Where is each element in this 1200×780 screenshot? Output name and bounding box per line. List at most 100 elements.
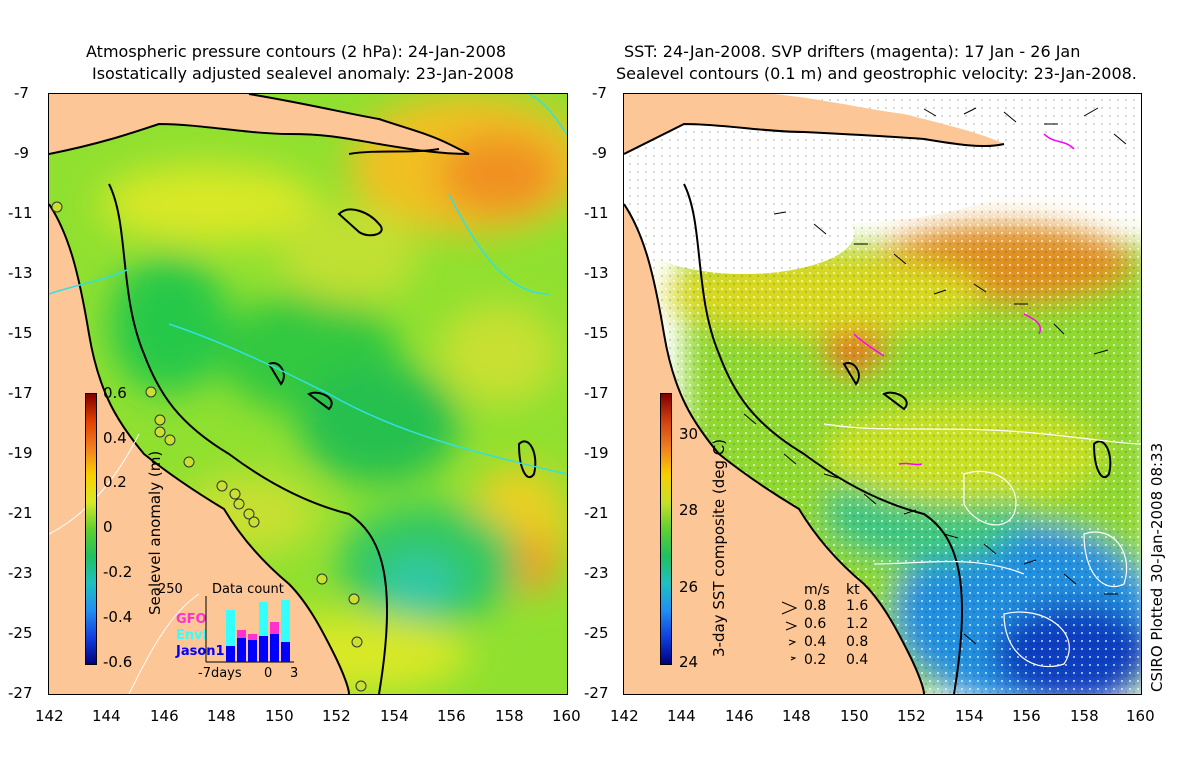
shelf-contour <box>108 183 389 694</box>
lon-tick: 146 <box>725 707 754 725</box>
lat-tick: -25 <box>8 624 33 642</box>
island <box>307 391 333 411</box>
lon-tick: 144 <box>667 707 696 725</box>
coastline-new-guinea <box>49 94 470 155</box>
legend-row-ms: 0.2 <box>804 652 827 668</box>
lon-tick: 158 <box>1070 707 1099 725</box>
inset-bars <box>205 596 294 663</box>
pressure-contour <box>168 323 567 475</box>
sst-map-panel <box>623 93 1142 695</box>
lon-tick: 152 <box>322 707 351 725</box>
colorbar-tick: 0.6 <box>103 384 127 402</box>
tide-gauge-markers <box>51 201 367 692</box>
inset-xlabel-zero: 0 <box>264 666 273 681</box>
right-title-line1: SST: 24-Jan-2008. SVP drifters (magenta)… <box>624 42 1081 61</box>
lat-tick: -17 <box>584 384 609 402</box>
lon-tick: 148 <box>782 707 811 725</box>
velocity-arrows <box>743 107 1127 645</box>
lat-tick: -19 <box>584 444 609 462</box>
lat-tick: -7 <box>14 84 29 102</box>
lon-tick: 154 <box>955 707 984 725</box>
lat-tick: -9 <box>14 144 29 162</box>
lat-tick: -9 <box>592 144 607 162</box>
legend-header-ms: m/s <box>804 582 830 598</box>
colorbar-tick: -0.6 <box>103 653 133 671</box>
colorbar-tick: 0 <box>103 518 113 536</box>
new-guinea-land <box>49 94 469 154</box>
legend-row-kt: 1.6 <box>846 598 869 614</box>
lon-tick: 160 <box>552 707 581 725</box>
inset-max-label: 250 <box>158 582 183 597</box>
pressure-contour <box>448 193 550 295</box>
inset-legend-jason1: Jason1 <box>176 644 225 659</box>
lat-tick: -7 <box>592 84 607 102</box>
sst-colorbar-label: 3-day SST composite (deg C) <box>710 438 728 657</box>
right-title-line2: Sealevel contours (0.1 m) and geostrophi… <box>616 64 1137 83</box>
lat-tick: -15 <box>584 324 609 342</box>
sealevel-contours <box>823 423 1141 668</box>
lon-tick: 148 <box>207 707 236 725</box>
island <box>267 362 285 386</box>
lon-tick: 152 <box>897 707 926 725</box>
island <box>337 208 383 237</box>
legend-arrow-glyphs <box>781 601 798 661</box>
sealevel-colorbar <box>85 393 97 665</box>
inset-xlabel-start: -7days <box>198 666 242 681</box>
inset-legend-envi: Envi <box>176 628 208 643</box>
lon-tick: 150 <box>265 707 294 725</box>
lat-tick: -13 <box>584 264 609 282</box>
shelf-contour <box>683 183 964 694</box>
lat-tick: -11 <box>8 204 33 222</box>
coastline-australia <box>624 203 925 694</box>
inset-xlabel-end: 3 <box>290 666 299 681</box>
island <box>348 148 440 155</box>
lon-tick: 156 <box>437 707 466 725</box>
sst-colorbar-tick: 28 <box>679 501 699 519</box>
lon-tick: 146 <box>150 707 179 725</box>
legend-row-kt: 1.2 <box>846 616 869 632</box>
lon-tick: 142 <box>610 707 639 725</box>
legend-row-kt: 0.4 <box>846 652 869 668</box>
plotted-stamp: CSIRO Plotted 30-Jan-2008 08:33 <box>1148 442 1166 692</box>
legend-row-ms: 0.4 <box>804 634 827 650</box>
sst-colorbar <box>660 393 672 665</box>
lon-tick: 158 <box>495 707 524 725</box>
coastline-australia <box>49 203 350 694</box>
sst-colorbar-tick: 30 <box>679 425 699 443</box>
lat-tick: -27 <box>8 684 33 702</box>
colorbar-tick: -0.4 <box>103 608 133 626</box>
legend-header-kt: kt <box>846 582 860 598</box>
colorbar-tick: 0.2 <box>103 473 127 491</box>
inset-title: Data count <box>212 582 284 597</box>
lat-tick: -19 <box>8 444 33 462</box>
left-title-line1: Atmospheric pressure contours (2 hPa): 2… <box>86 42 507 61</box>
lat-tick: -21 <box>8 504 33 522</box>
sst-colorbar-tick: 26 <box>679 578 699 596</box>
lat-tick: -23 <box>8 564 33 582</box>
lat-tick: -23 <box>584 564 609 582</box>
legend-row-ms: 0.8 <box>804 598 827 614</box>
land-contour <box>128 593 200 694</box>
pressure-contour <box>528 94 567 135</box>
sealevel-map-panel <box>48 93 568 695</box>
lat-tick: -25 <box>584 624 609 642</box>
lat-tick: -13 <box>8 264 33 282</box>
lon-tick: 156 <box>1012 707 1041 725</box>
lon-tick: 144 <box>92 707 121 725</box>
inset-legend-gfo: GFO <box>176 612 207 627</box>
new-guinea-land <box>624 94 1004 154</box>
lat-tick: -15 <box>8 324 33 342</box>
land-contour <box>49 433 140 535</box>
island <box>842 362 860 386</box>
lon-tick: 142 <box>35 707 64 725</box>
lon-tick: 150 <box>840 707 869 725</box>
sst-colorbar-tick: 24 <box>679 653 699 671</box>
data-count-inset: 250 Data count GFO Envi Jason1 -7days 0 … <box>158 582 298 682</box>
lat-tick: -21 <box>584 504 609 522</box>
lon-tick: 154 <box>380 707 409 725</box>
legend-row-ms: 0.6 <box>804 616 827 632</box>
sealevel-map <box>49 94 567 694</box>
drifter-tracks <box>853 133 1075 466</box>
coastline-new-guinea <box>624 122 1005 155</box>
legend-row-kt: 0.8 <box>846 634 869 650</box>
